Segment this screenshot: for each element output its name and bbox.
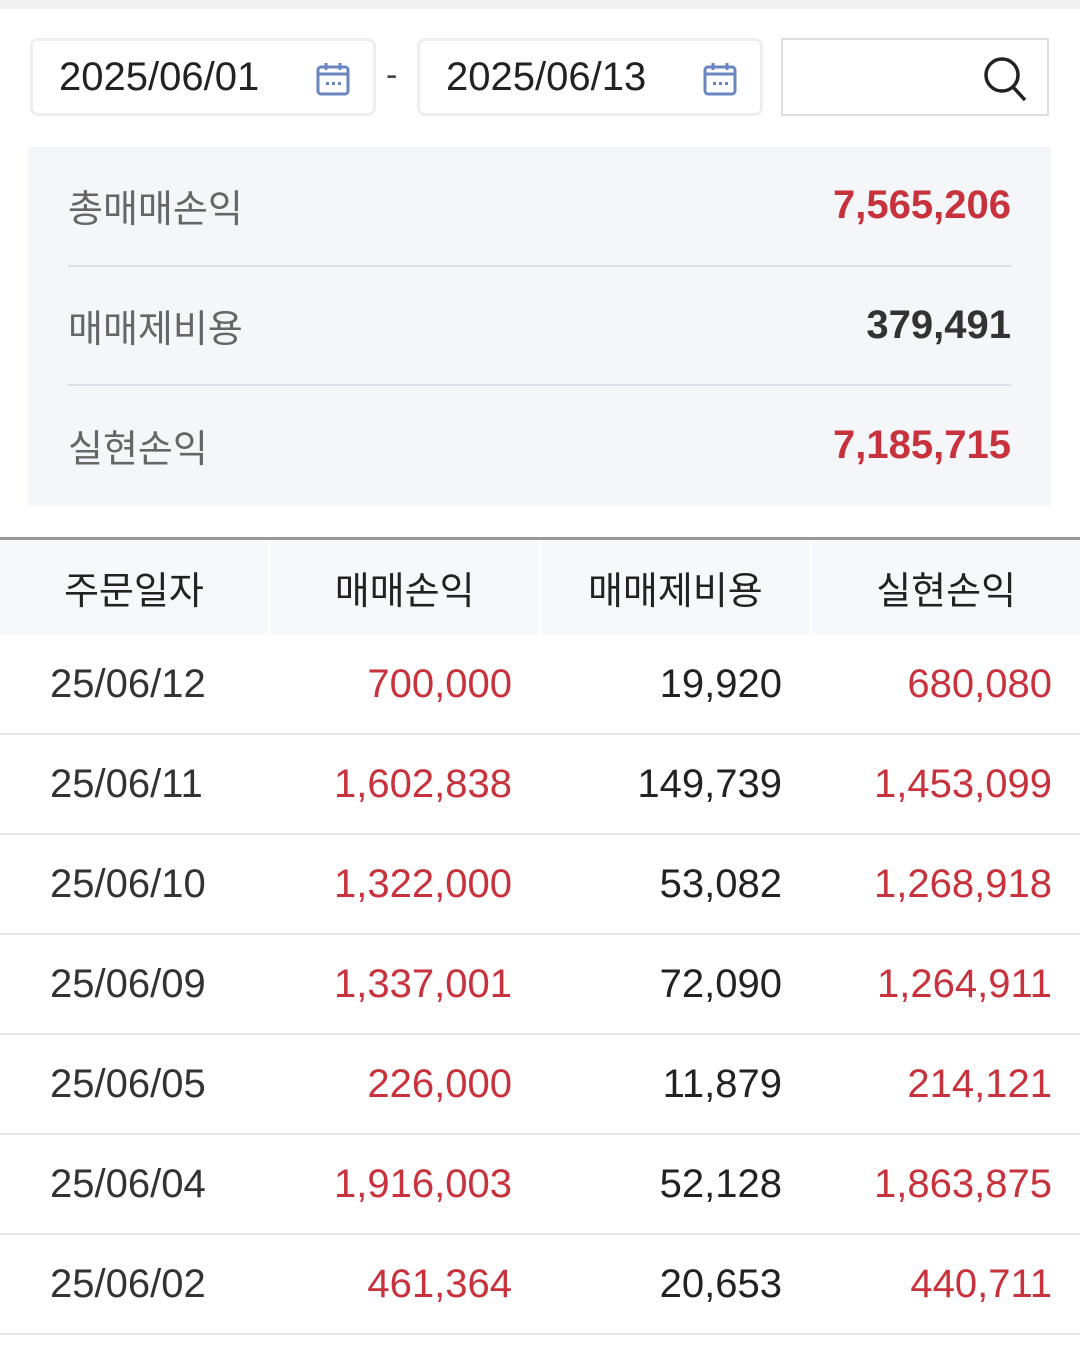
trading-profit-cell: 1,916,003	[334, 1161, 512, 1206]
table-row[interactable]: 25/06/04 1,916,003 52,128 1,863,875	[0, 1135, 1080, 1235]
header-realized-profit: 실현손익	[876, 571, 1017, 613]
summary-total-profit: 총매매손익 7,565,206	[68, 147, 1011, 267]
table-row[interactable]: 25/06/11 1,602,838 149,739 1,453,099	[0, 735, 1080, 835]
calendar-icon[interactable]	[702, 61, 738, 97]
order-date-cell: 25/06/10	[50, 861, 206, 906]
trading-costs-cell: 149,739	[637, 761, 782, 806]
total-profit-value: 7,565,206	[833, 183, 1011, 228]
realized-profit-cell: 1,863,875	[874, 1161, 1052, 1206]
table-row[interactable]: 25/06/10 1,322,000 53,082 1,268,918	[0, 835, 1080, 935]
trading-profit-cell: 1,322,000	[334, 861, 512, 906]
realized-profit-cell: 1,264,911	[877, 961, 1052, 1006]
trading-profit-cell: 226,000	[367, 1061, 512, 1106]
table-row[interactable]: 25/06/12 700,000 19,920 680,080	[0, 635, 1080, 735]
header-trading-profit: 매매손익	[271, 540, 542, 635]
trading-profit-cell: 1,337,001	[334, 961, 512, 1006]
search-icon	[984, 57, 1027, 102]
trading-costs-cell: 53,082	[659, 861, 782, 906]
trading-costs-cell: 20,653	[659, 1261, 782, 1306]
trading-costs-value: 379,491	[866, 302, 1011, 347]
realized-profit-cell: 1,268,918	[874, 861, 1052, 906]
realized-profit-cell: 1,453,099	[874, 761, 1052, 806]
realized-profit-value: 7,185,715	[833, 423, 1011, 468]
order-date-cell: 25/06/04	[50, 1161, 206, 1206]
trading-profit-cell: 700,000	[367, 661, 512, 706]
table-header: 주문일자 매매손익 매매제비용 실현손익	[0, 540, 1080, 635]
start-date-value: 2025/06/01	[59, 54, 260, 99]
realized-profit-cell: 440,711	[910, 1261, 1052, 1306]
table-row[interactable]: 25/06/09 1,337,001 72,090 1,264,911	[0, 935, 1080, 1035]
header-order-date: 주문일자	[0, 540, 271, 635]
header-trading-costs: 매매제비용	[542, 540, 813, 635]
top-divider	[0, 0, 1080, 9]
order-date-cell: 25/06/05	[50, 1061, 206, 1106]
order-date-cell: 25/06/12	[50, 661, 206, 706]
summary-trading-costs: 매매제비용 379,491	[68, 267, 1011, 386]
realized-profit-cell: 680,080	[907, 661, 1052, 706]
summary-panel: 총매매손익 7,565,206 매매제비용 379,491 실현손익 7,185,71…	[28, 147, 1051, 506]
trading-profit-cell: 461,364	[367, 1261, 512, 1306]
trading-costs-cell: 19,920	[659, 661, 782, 706]
trading-costs-cell: 11,879	[662, 1061, 782, 1106]
order-date-cell: 25/06/09	[50, 961, 206, 1006]
order-date-cell: 25/06/11	[50, 761, 203, 806]
table-row[interactable]: 25/06/02 461,364 20,653 440,711	[0, 1235, 1080, 1335]
order-date-cell: 25/06/02	[50, 1261, 206, 1306]
profit-table: 주문일자 매매손익 매매제비용 실현손익 25/06/12 700,000 19,9…	[0, 537, 1080, 1335]
trading-profit-cell: 1,602,838	[334, 761, 512, 806]
realized-profit-cell: 214,121	[907, 1061, 1052, 1106]
trading-costs-cell: 72,090	[659, 961, 782, 1006]
end-date-field[interactable]: 2025/06/13	[417, 38, 763, 116]
summary-realized-profit: 실현손익 7,185,715	[68, 423, 1011, 472]
trading-costs-cell: 52,128	[659, 1161, 782, 1206]
start-date-field[interactable]: 2025/06/01	[30, 38, 376, 116]
table-row[interactable]: 25/06/05 226,000 11,879 214,121	[0, 1035, 1080, 1135]
end-date-value: 2025/06/13	[446, 54, 647, 99]
calendar-icon[interactable]	[315, 61, 351, 97]
date-separator: -	[386, 56, 398, 94]
search-button[interactable]	[781, 38, 1049, 116]
